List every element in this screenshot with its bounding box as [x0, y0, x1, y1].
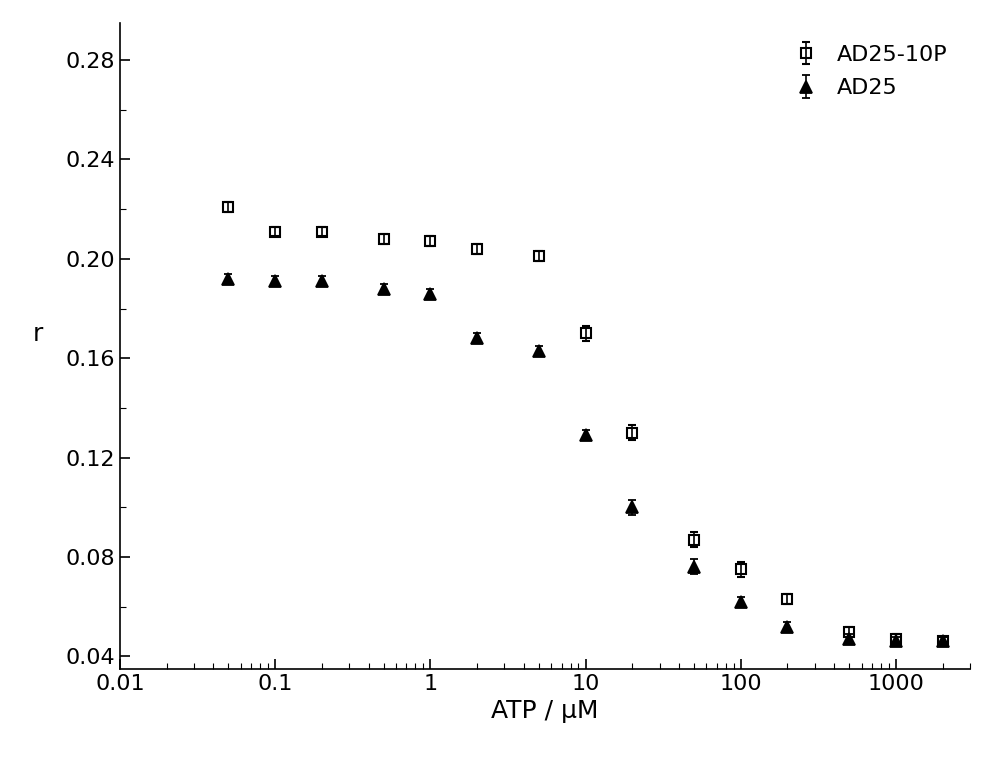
Y-axis label: r: r [33, 321, 43, 346]
X-axis label: ATP / μM: ATP / μM [491, 699, 599, 724]
Legend: AD25-10P, AD25: AD25-10P, AD25 [782, 34, 959, 109]
